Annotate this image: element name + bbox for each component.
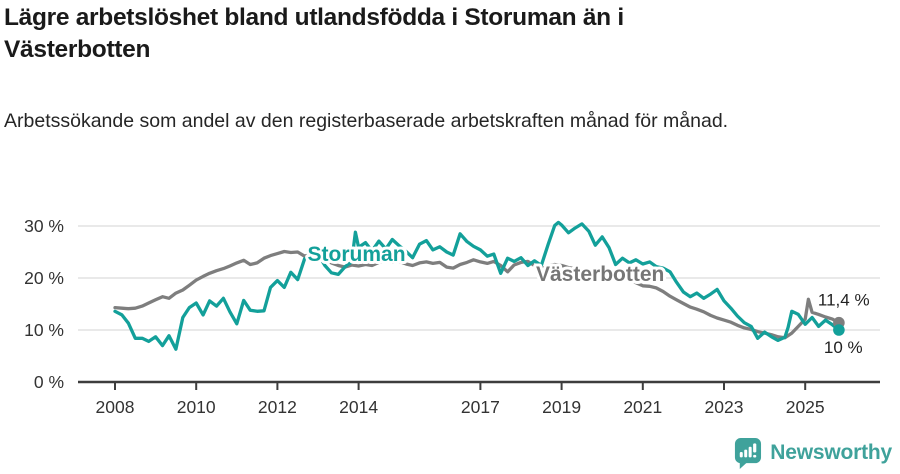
x-tick-label: 2008 — [96, 397, 135, 417]
x-tick-label: 2025 — [786, 397, 825, 417]
x-tick-label: 2019 — [542, 397, 581, 417]
x-axis-labels: 2008 2010 2012 2014 2017 2019 2021 2023 2025 — [96, 397, 825, 417]
y-tick-label: 10 % — [24, 320, 64, 340]
y-axis-labels: 0 % 10 % 20 % 30 % — [24, 216, 64, 392]
chart-subtitle: Arbetssökande som andel av den registerb… — [4, 110, 729, 132]
end-dot-storuman — [833, 324, 845, 336]
page-title: Lägre arbetslöshet bland utlandsfödda i … — [4, 4, 624, 64]
x-tick-label: 2017 — [461, 397, 500, 417]
x-axis-ticks — [114, 383, 807, 390]
newsworthy-logo-text: Newsworthy — [770, 441, 892, 464]
y-tick-label: 30 % — [24, 216, 64, 236]
series-label-västerbotten: Västerbotten — [536, 263, 664, 286]
end-value-label-västerbotten: 11,4 % — [818, 291, 870, 310]
x-tick-label: 2010 — [177, 397, 216, 417]
end-value-label-storuman: 10 % — [824, 338, 863, 357]
newsworthy-logo: Newsworthy — [733, 437, 892, 469]
y-tick-label: 0 % — [34, 372, 64, 392]
x-tick-label: 2014 — [339, 397, 378, 417]
x-tick-label: 2012 — [258, 397, 297, 417]
series-line-storuman — [113, 220, 841, 351]
x-tick-label: 2023 — [705, 397, 744, 417]
newsworthy-bubble-barchart-icon — [735, 438, 762, 469]
y-tick-label: 20 % — [24, 268, 64, 288]
x-tick-label: 2021 — [623, 397, 662, 417]
series-line-västerbotten — [113, 249, 841, 340]
series-label-storuman: Storuman — [308, 243, 406, 266]
